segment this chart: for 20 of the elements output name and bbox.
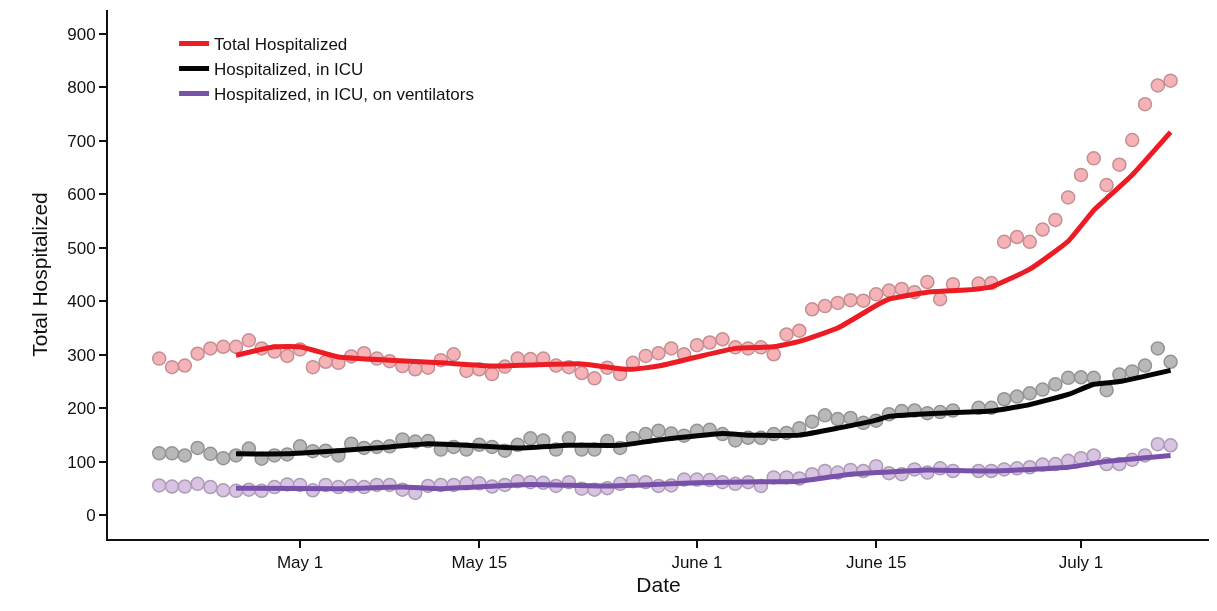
x-axis-title: Date xyxy=(636,573,681,597)
x-tick-label: June 15 xyxy=(845,553,907,573)
x-tick-label: June 1 xyxy=(671,553,723,573)
y-tick-label: 600 xyxy=(67,185,96,205)
y-tick-label: 100 xyxy=(67,452,96,472)
y-tick-label: 300 xyxy=(67,345,96,365)
y-tick-label: 900 xyxy=(67,24,96,44)
y-tick-label: 500 xyxy=(67,238,96,258)
x-tick-label: May 15 xyxy=(451,553,508,573)
x-tick-label: May 1 xyxy=(276,553,324,573)
y-tick-label: 400 xyxy=(67,292,96,312)
legend-label: Hospitalized, in ICU xyxy=(214,60,364,80)
y-tick-label: 700 xyxy=(67,131,96,151)
y-tick-label: 0 xyxy=(86,506,96,526)
legend-label: Total Hospitalized xyxy=(214,35,348,55)
y-axis-title: Total Hospitalized xyxy=(27,192,51,357)
x-tick-label: July 1 xyxy=(1058,553,1104,573)
y-tick-label: 800 xyxy=(67,78,96,98)
y-tick-label: 200 xyxy=(67,399,96,419)
legend-label: Hospitalized, in ICU, on ventilators xyxy=(214,85,474,105)
